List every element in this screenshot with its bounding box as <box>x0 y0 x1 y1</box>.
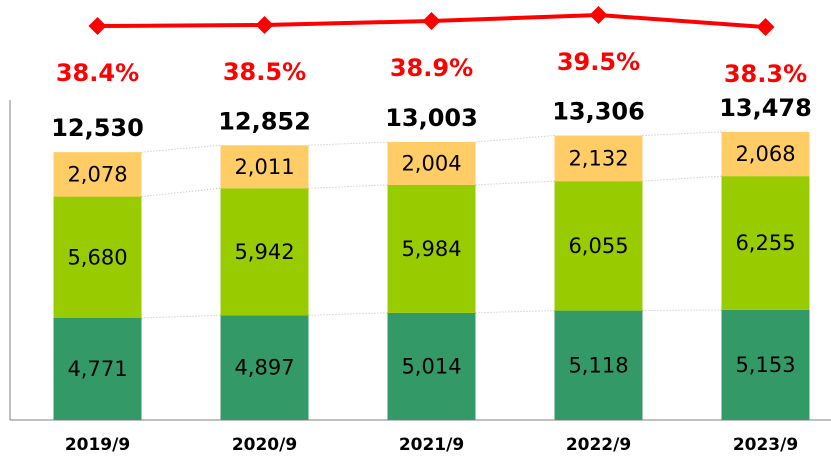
bar-segment <box>387 142 476 185</box>
connector-line <box>475 180 555 186</box>
bar-segment <box>220 145 309 189</box>
bar-segment <box>53 152 142 197</box>
bar-segment <box>554 310 643 420</box>
total-label: 13,003 <box>385 104 478 132</box>
segment-label: 2,078 <box>67 162 127 186</box>
line-marker <box>88 17 107 35</box>
total-label: 12,852 <box>218 107 311 135</box>
segment-label: 2,011 <box>234 155 294 179</box>
connector-line <box>475 135 555 143</box>
connector-line <box>308 141 388 146</box>
connector-line <box>642 175 722 182</box>
line-marker <box>589 6 608 24</box>
segment-label: 4,771 <box>67 357 127 381</box>
x-tick-label: 2021/9 <box>399 435 464 455</box>
bar-segment <box>220 188 309 316</box>
line-value-label: 38.3% <box>724 60 807 88</box>
segment-label: 4,897 <box>234 356 294 380</box>
segment-label: 2,004 <box>401 151 461 175</box>
line-value-label: 39.5% <box>557 48 640 76</box>
bar-segment <box>554 181 643 311</box>
bar-segment <box>721 309 810 420</box>
line-value-label: 38.9% <box>390 54 473 82</box>
line-value-label: 38.4% <box>56 59 139 87</box>
connector-line <box>141 144 221 153</box>
segment-label: 2,068 <box>735 142 795 166</box>
connector-line <box>475 310 555 314</box>
line-marker <box>422 12 441 30</box>
bar-segment <box>53 318 142 420</box>
x-tick-label: 2020/9 <box>232 435 297 455</box>
total-label: 13,306 <box>552 98 645 126</box>
segment-label: 5,014 <box>401 354 461 378</box>
bar-segment <box>721 131 810 177</box>
total-label: 13,478 <box>719 94 812 122</box>
segment-label: 6,255 <box>735 231 795 255</box>
x-tick-label: 2023/9 <box>733 435 798 455</box>
segment-label: 2,132 <box>568 146 628 170</box>
connector-line <box>141 314 221 319</box>
connector-line <box>308 184 388 189</box>
bar-segment <box>53 196 142 319</box>
segment-label: 6,055 <box>568 234 628 258</box>
x-tick-label: 2022/9 <box>566 435 631 455</box>
connector-line <box>308 312 388 316</box>
bar-segment <box>220 315 309 420</box>
line-marker <box>756 18 775 36</box>
connector-line <box>642 309 722 312</box>
x-tick-label: 2019/9 <box>65 435 130 455</box>
connector-line <box>141 187 221 198</box>
bar-segment <box>387 312 476 420</box>
bar-segment <box>554 135 643 182</box>
bar-segment <box>721 176 810 310</box>
segment-label: 5,942 <box>234 240 294 264</box>
connector-line <box>642 131 722 137</box>
line-marker <box>255 16 274 34</box>
total-label: 12,530 <box>51 114 144 142</box>
bar-segment <box>387 184 476 313</box>
segment-label: 5,153 <box>735 353 795 377</box>
segment-label: 5,680 <box>67 245 127 269</box>
line-value-label: 38.5% <box>223 58 306 86</box>
segment-label: 5,118 <box>568 353 628 377</box>
segment-label: 5,984 <box>401 237 461 261</box>
